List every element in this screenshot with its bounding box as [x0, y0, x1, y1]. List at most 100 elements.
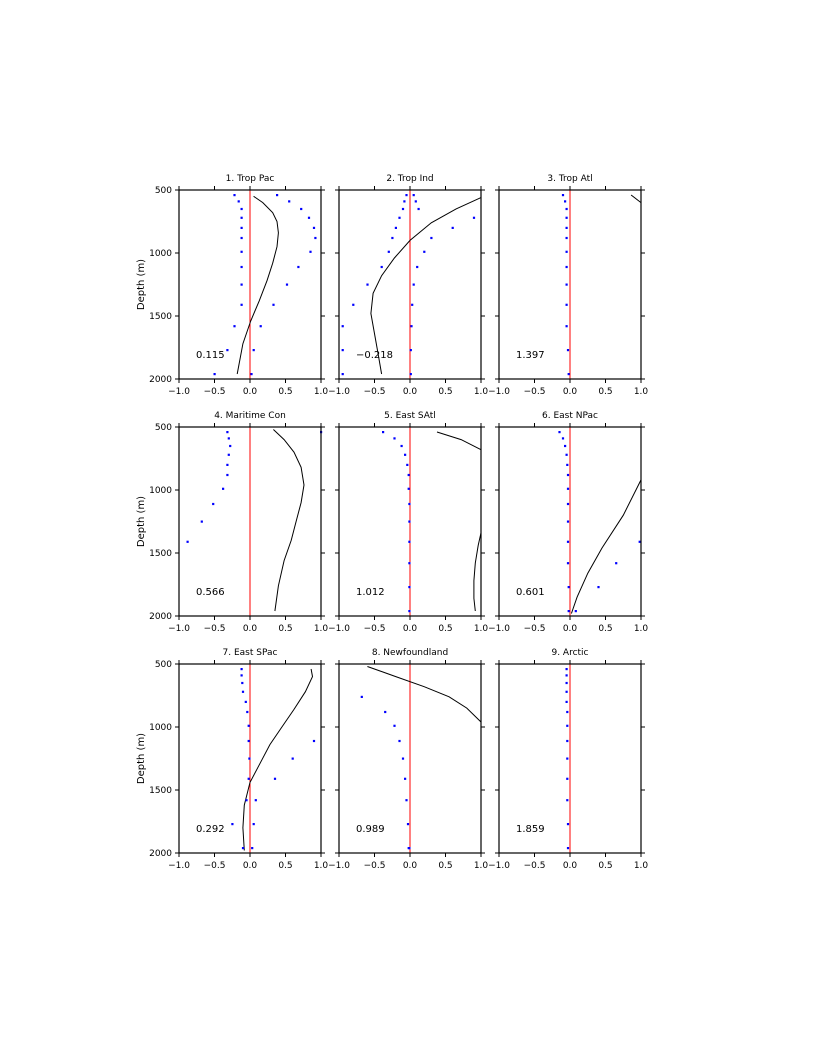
data-point	[566, 540, 570, 543]
correlation-label: −0.218	[356, 350, 393, 361]
data-point	[566, 847, 570, 850]
x-tick-label: 0.0	[563, 387, 578, 397]
data-point	[401, 757, 405, 760]
x-tick-label: −1.0	[168, 624, 190, 634]
panel-title: 7. East SPac	[223, 648, 278, 658]
data-point	[233, 194, 236, 197]
profile-line	[367, 666, 482, 723]
panel-title: 1. Trop Pac	[226, 174, 275, 184]
data-point	[259, 325, 262, 328]
data-point	[240, 668, 243, 671]
y-tick-label: 1000	[149, 249, 172, 259]
x-tick-label: 1.0	[314, 861, 329, 871]
profile-line	[473, 532, 482, 612]
data-point	[212, 502, 215, 506]
data-point	[252, 349, 255, 352]
correlation-label: 0.989	[356, 824, 385, 835]
data-point	[252, 823, 255, 826]
data-point	[241, 847, 245, 850]
data-point	[366, 283, 369, 286]
data-point	[200, 520, 203, 523]
data-point	[638, 540, 641, 543]
data-point	[408, 586, 411, 589]
data-point	[566, 562, 570, 565]
data-point	[240, 283, 243, 286]
data-point	[240, 250, 243, 253]
data-point	[567, 610, 570, 613]
data-point	[403, 200, 406, 203]
x-tick-label: 1.0	[634, 624, 649, 634]
data-point	[401, 207, 405, 211]
data-point	[240, 226, 243, 229]
profile-line	[570, 479, 642, 614]
data-point	[222, 487, 225, 490]
y-tick-label: 500	[155, 660, 172, 670]
data-point	[360, 695, 363, 698]
data-point	[565, 700, 568, 703]
x-tick-label: −1.0	[328, 861, 350, 871]
x-tick-label: 1.0	[474, 861, 489, 871]
data-point	[245, 799, 248, 802]
x-tick-label: −0.5	[204, 861, 226, 871]
data-point	[246, 710, 249, 714]
panel-title: 2. Trop Ind	[386, 174, 433, 184]
data-point	[566, 739, 569, 743]
data-point	[408, 562, 411, 565]
data-point	[408, 502, 411, 506]
correlation-label: 1.859	[516, 824, 545, 835]
data-point	[393, 437, 396, 440]
data-point	[233, 325, 236, 328]
profile-line	[630, 194, 642, 203]
data-point	[566, 799, 569, 802]
data-point	[288, 200, 291, 203]
data-point	[412, 283, 415, 286]
x-tick-label: 0.5	[598, 387, 612, 397]
correlation-label: 0.566	[196, 587, 225, 598]
data-point	[406, 823, 410, 826]
data-point	[565, 453, 568, 456]
y-axis-label: Depth (m)	[136, 496, 147, 547]
data-point	[405, 194, 408, 197]
data-point	[240, 265, 243, 269]
data-point	[565, 236, 568, 240]
data-point	[565, 303, 568, 306]
data-point	[240, 674, 243, 677]
data-point	[416, 265, 419, 269]
data-point	[408, 540, 411, 543]
correlation-label: 0.115	[196, 350, 225, 361]
data-point	[565, 265, 568, 269]
x-tick-label: 0.0	[563, 861, 578, 871]
data-point	[565, 668, 568, 671]
data-point	[352, 303, 355, 306]
profile-line	[236, 195, 279, 375]
y-tick-label: 1500	[149, 786, 172, 796]
x-tick-label: 0.0	[403, 624, 418, 634]
data-point	[251, 847, 254, 850]
data-point	[254, 799, 257, 802]
correlation-label: 0.601	[516, 587, 545, 598]
data-point	[272, 303, 275, 306]
data-point	[565, 207, 568, 211]
x-tick-label: −0.5	[364, 624, 386, 634]
data-point	[561, 437, 565, 440]
data-point	[237, 200, 240, 203]
panel-title: 3. Trop Atl	[547, 174, 592, 184]
x-tick-label: 0.5	[278, 861, 292, 871]
data-point	[558, 431, 561, 434]
correlation-label: 1.397	[516, 350, 545, 361]
data-point	[241, 690, 245, 693]
data-point	[564, 444, 567, 448]
data-point	[244, 700, 247, 703]
x-tick-label: 0.5	[278, 624, 292, 634]
data-point	[227, 453, 230, 456]
data-point	[341, 325, 344, 328]
panel-title: 6. East NPac	[542, 411, 598, 421]
x-tick-label: 0.0	[243, 861, 258, 871]
x-tick-label: −1.0	[488, 861, 510, 871]
x-tick-label: −1.0	[168, 387, 190, 397]
x-tick-label: −0.5	[204, 624, 226, 634]
y-tick-label: 1000	[149, 723, 172, 733]
x-tick-label: −1.0	[488, 387, 510, 397]
data-point	[226, 473, 229, 477]
data-point	[565, 681, 568, 685]
